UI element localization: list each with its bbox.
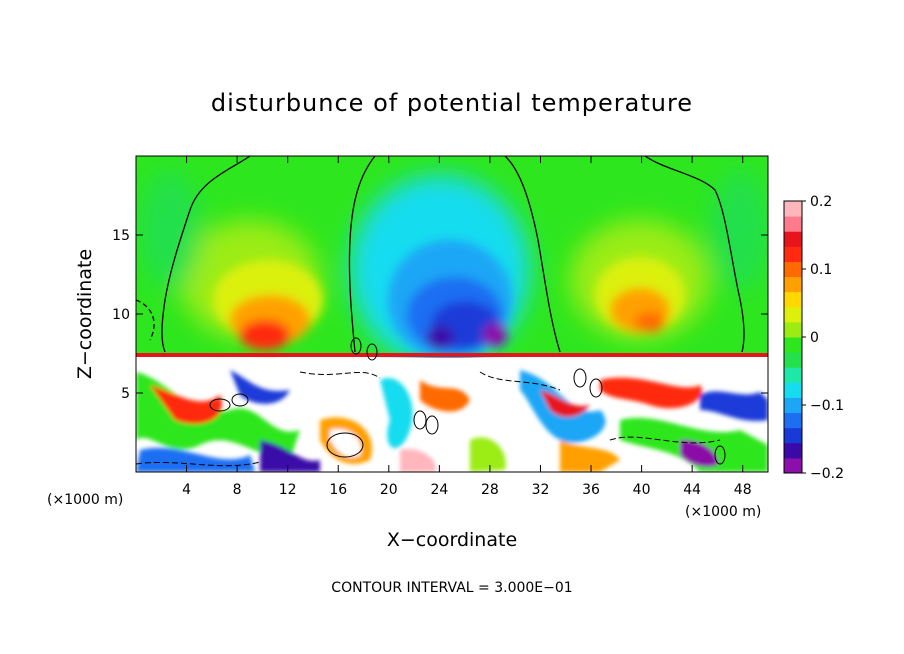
x-unit-label-right: (×1000 m)	[685, 504, 761, 520]
inversion-stripe	[136, 353, 768, 357]
colorbar-swatch	[784, 367, 802, 383]
colorbar-swatch	[784, 382, 802, 398]
y-axis-ticks: 5 10 15	[112, 228, 768, 402]
colorbar-swatch	[784, 216, 802, 232]
colorbar-swatch	[784, 306, 802, 323]
colorbar-swatch	[784, 261, 802, 278]
x-tick-label: 4	[182, 482, 191, 498]
x-axis-ticks: 4 8 12 16 20 24 28 32 36 40 44 48	[182, 156, 752, 498]
y-axis-label: Z−coordinate	[74, 249, 96, 379]
upper-layer-cores	[213, 240, 685, 360]
colorbar-tick-label: 0	[810, 330, 819, 346]
y-tick-label: 10	[112, 307, 130, 323]
x-tick-label: 40	[633, 482, 651, 498]
lower-layer-eddies	[136, 370, 768, 472]
x-tick-label: 20	[380, 482, 398, 498]
x-tick-label: 32	[532, 482, 550, 498]
x-tick-label: 12	[279, 482, 297, 498]
colorbar-swatch	[784, 337, 802, 353]
colorbar-swatch	[784, 442, 802, 459]
x-tick-label: 44	[683, 482, 701, 498]
colorbar-swatch	[784, 412, 802, 429]
colorbar-swatch	[784, 291, 802, 308]
x-tick-label: 16	[329, 482, 347, 498]
colorbar	[784, 201, 802, 474]
colorbar-ticks: 0.2 0.1 0 −0.1 −0.2	[802, 194, 844, 482]
temperature-field	[136, 156, 768, 472]
colorbar-swatch	[784, 231, 802, 247]
colorbar-tick-label: 0.2	[810, 194, 832, 210]
y-tick-label: 5	[121, 386, 130, 402]
contour-lines	[136, 156, 745, 353]
x-axis-label: X−coordinate	[387, 529, 517, 551]
y-tick-label: 15	[112, 228, 130, 244]
x-tick-label: 48	[734, 482, 752, 498]
contour-lines-lower	[136, 337, 726, 467]
x-unit-label-left: (×1000 m)	[47, 492, 123, 508]
x-tick-label: 28	[481, 482, 499, 498]
colorbar-swatch	[784, 397, 802, 414]
colorbar-swatch	[784, 246, 802, 262]
colorbar-swatch	[784, 201, 802, 217]
colorbar-swatch	[784, 352, 802, 368]
x-tick-label: 36	[582, 482, 600, 498]
colorbar-swatch	[784, 276, 802, 293]
colorbar-tick-label: −0.1	[810, 398, 844, 414]
x-tick-label: 24	[430, 482, 448, 498]
colorbar-tick-label: 0.1	[810, 262, 832, 278]
colorbar-tick-label: −0.2	[810, 466, 844, 482]
contour-interval-note: CONTOUR INTERVAL = 3.000E−01	[331, 580, 572, 596]
x-tick-label: 8	[233, 482, 242, 498]
colorbar-swatch	[784, 457, 802, 474]
colorbar-swatch	[784, 427, 802, 444]
chart-title: disturbunce of potential temperature	[211, 89, 693, 117]
colorbar-swatch	[784, 321, 802, 338]
